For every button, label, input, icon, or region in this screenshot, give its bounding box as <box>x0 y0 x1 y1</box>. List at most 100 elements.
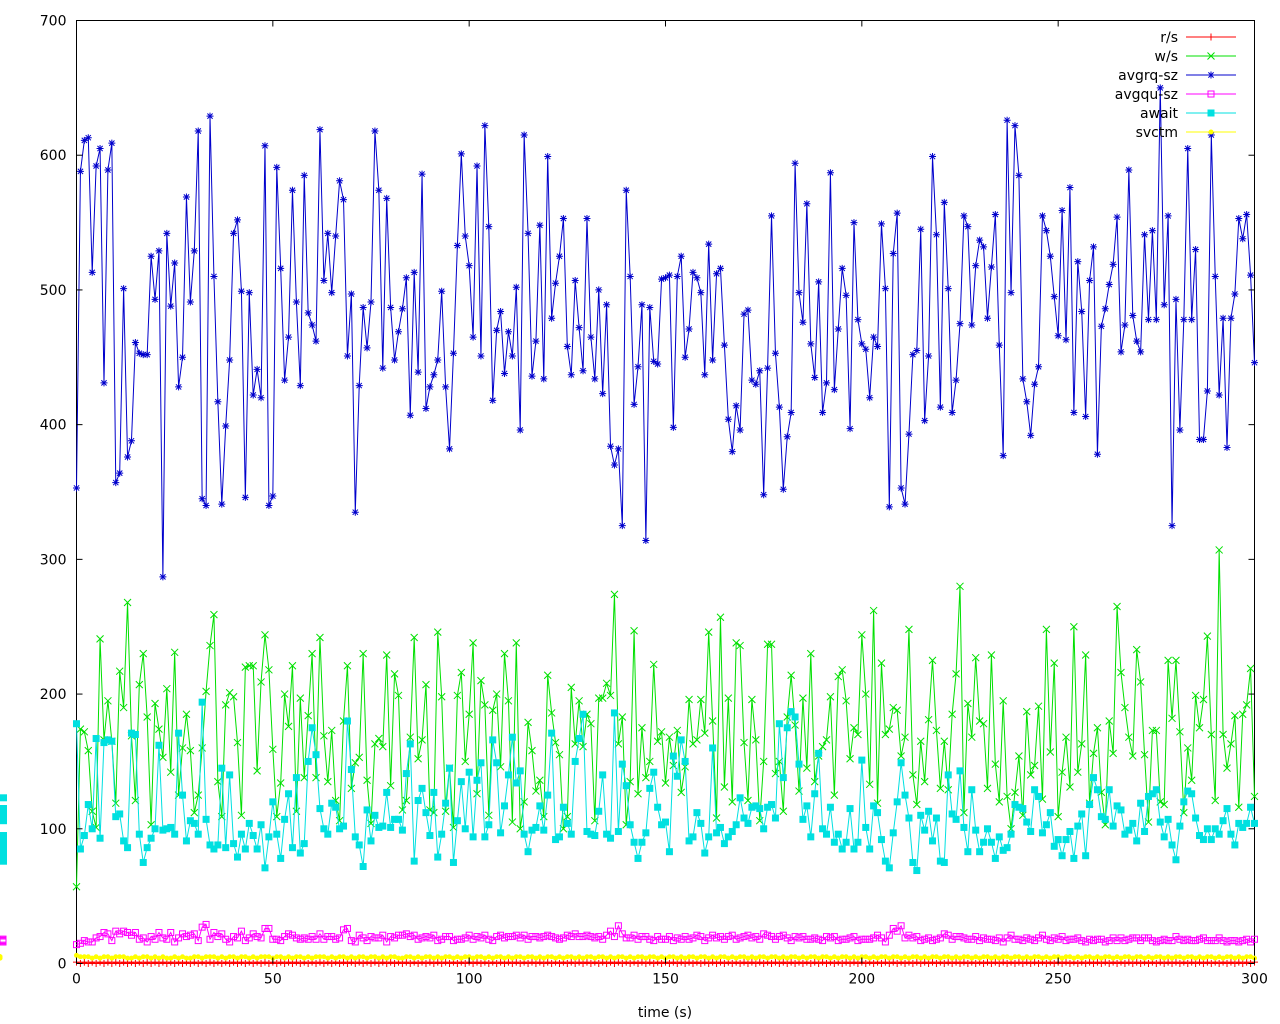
series-svctm-point <box>898 955 904 961</box>
series-avgqu-sz-point <box>139 934 147 942</box>
series-avgqu-sz-point <box>936 934 944 942</box>
series-await-point <box>1227 830 1235 838</box>
series-avgrq-sz-point <box>167 302 175 310</box>
series-svctm-point <box>1216 954 1222 960</box>
series-svctm-point <box>325 955 331 961</box>
series-avgqu-sz-point <box>995 934 1003 942</box>
series-avgqu-sz-point <box>206 935 214 943</box>
series-avgqu-sz-point <box>885 931 893 939</box>
series-avgrq-sz-point <box>1105 281 1113 289</box>
series-svctm-point <box>1000 954 1006 960</box>
series-await-point <box>430 788 438 796</box>
series-r-s-point <box>1035 960 1043 967</box>
series-avgrq-sz-point <box>100 379 108 387</box>
series-r-s-point <box>281 960 289 967</box>
series-svctm-point <box>152 954 158 960</box>
series-avgrq-sz-point <box>497 307 505 315</box>
series-svctm-point <box>831 954 837 960</box>
series-await-point <box>159 826 167 834</box>
series-w-s-point <box>1015 752 1023 760</box>
series-r-s-point <box>116 960 124 967</box>
series-avgqu-sz-point <box>897 922 905 930</box>
series-await-point <box>638 838 646 846</box>
series-avgqu-sz-point <box>226 938 234 946</box>
series-avgrq-sz-point <box>1247 271 1255 279</box>
series-avgqu-sz-point <box>316 930 324 938</box>
series-await-point <box>783 724 791 732</box>
series-avgrq-sz-point <box>410 268 418 276</box>
series-svctm-point <box>572 955 578 961</box>
series-await-point <box>893 798 901 806</box>
series-r-s-point <box>257 960 265 967</box>
series-avgqu-sz-point <box>1223 938 1231 946</box>
series-avgqu-sz-point <box>622 934 630 942</box>
series-r-s-point <box>1152 960 1160 967</box>
series-svctm-point <box>168 955 174 961</box>
series-await-point <box>442 799 450 807</box>
series-r-s-point <box>532 960 540 967</box>
series-svctm-point <box>823 954 829 960</box>
series-r-s-point <box>1097 960 1105 967</box>
series-avgrq-sz-point <box>512 283 520 291</box>
series-await-point <box>842 838 850 846</box>
series-avgrq-sz-point <box>587 333 595 341</box>
series-avgrq-sz-point <box>363 344 371 352</box>
series-avgqu-sz-point <box>233 934 241 942</box>
series-svctm-point <box>525 954 531 960</box>
series-svctm-point <box>1106 954 1112 960</box>
series-avgqu-sz-point <box>1050 934 1058 942</box>
series-await-point <box>799 815 807 823</box>
series-svctm-point <box>113 954 119 960</box>
series-r-s-point <box>862 960 870 967</box>
series-avgqu-sz-point <box>756 935 764 943</box>
series-w-s-point <box>799 694 807 702</box>
series-w-s-point <box>555 750 564 759</box>
series-await-point <box>1038 829 1046 837</box>
series-await-point <box>332 803 340 811</box>
series-r-s-point <box>402 958 410 966</box>
series-avgrq-sz-point <box>175 383 183 391</box>
series-svctm-point <box>431 955 437 961</box>
series-await-point <box>347 766 355 774</box>
series-r-s-point <box>1199 960 1207 967</box>
series-svctm-point <box>568 954 574 960</box>
series-svctm-point <box>996 955 1002 961</box>
series-avgrq-sz-point <box>614 445 622 453</box>
series-await-point <box>457 778 465 786</box>
series-w-s-point <box>84 746 93 755</box>
series-svctm-point <box>199 955 205 961</box>
series-avgqu-sz-point <box>202 920 210 928</box>
series-avgrq-sz-point <box>198 495 206 503</box>
series-avgrq-sz-point <box>147 252 155 260</box>
series-w-s-point <box>1172 656 1180 665</box>
series-w-s-point <box>300 773 309 782</box>
series-r-s-point <box>516 960 524 967</box>
series-w-s-point <box>1011 788 1019 797</box>
series-svctm-point <box>788 954 794 960</box>
series-avgqu-sz-point <box>1066 935 1074 943</box>
series-avgqu-sz-point <box>230 933 238 941</box>
series-svctm-point <box>1016 954 1022 960</box>
series-r-s-point <box>524 960 532 967</box>
series-avgrq-sz-point <box>842 291 850 299</box>
series-await-point <box>756 805 764 813</box>
series-await-point <box>697 819 705 827</box>
series-avgrq-sz-point <box>1156 84 1164 92</box>
series-r-s-point <box>728 960 736 967</box>
series-w-s-point <box>1223 764 1231 773</box>
series-await-point <box>453 817 461 825</box>
series-avgqu-sz-point <box>713 934 721 942</box>
plot-area <box>0 21 1259 967</box>
series-r-s-point <box>881 958 889 966</box>
series-avgrq-sz-point <box>669 423 677 431</box>
series-await-point <box>277 854 285 862</box>
series-avgqu-sz-point <box>658 935 666 943</box>
series-svctm-point <box>376 955 382 961</box>
series-avgqu-sz-point <box>269 935 277 943</box>
series-w-s-point <box>1231 711 1239 720</box>
series-avgrq-sz-point <box>1027 431 1035 439</box>
series-r-s-point <box>752 960 760 967</box>
series-await-point <box>634 854 642 862</box>
series-avgqu-sz-point <box>1125 935 1133 943</box>
series-await-point <box>202 815 210 823</box>
